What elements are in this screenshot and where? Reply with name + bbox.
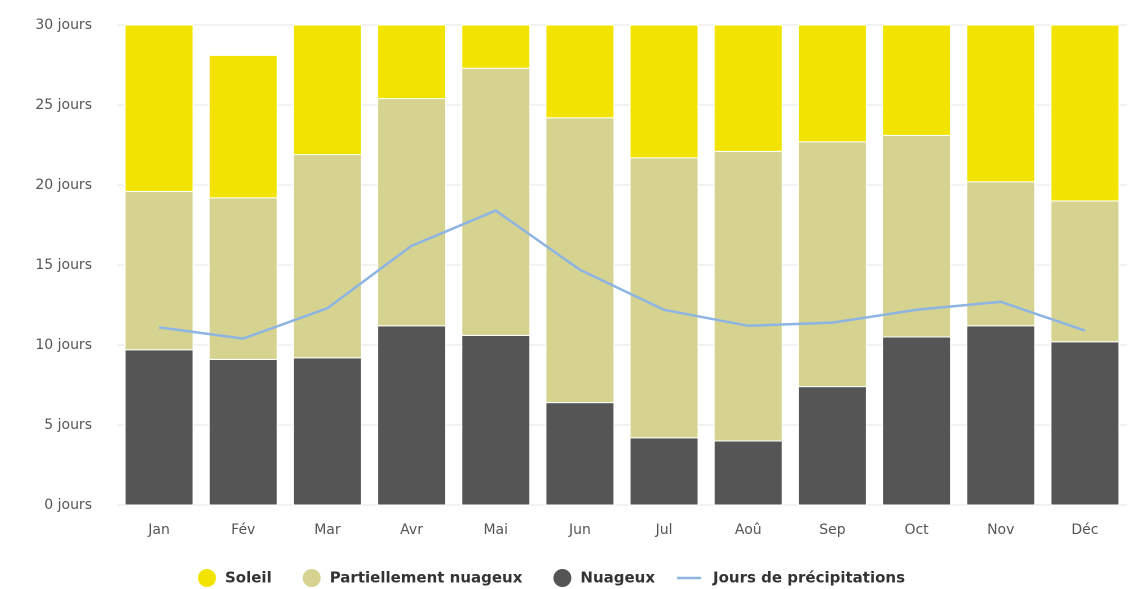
bar-segment	[124, 24, 194, 192]
bar-segment	[124, 349, 194, 506]
bar-segment	[545, 402, 615, 506]
x-tick-label: Mar	[314, 522, 341, 538]
bar-segment	[1050, 24, 1120, 202]
bar-segment	[292, 24, 362, 156]
x-tick-label: Jan	[147, 522, 170, 538]
x-tick-label: Jun	[568, 522, 591, 538]
bar-segment	[545, 117, 615, 404]
bar-segment	[882, 336, 952, 506]
bar-segment	[797, 386, 867, 506]
y-tick-label: 30 jours	[35, 17, 92, 33]
legend-label: Nuageux	[580, 569, 655, 587]
y-tick-label: 0 jours	[44, 497, 92, 513]
y-tick-label: 25 jours	[35, 97, 92, 113]
bar-segment	[882, 24, 952, 136]
x-tick-label: Avr	[400, 522, 423, 538]
legend-label: Partiellement nuageux	[330, 569, 523, 587]
x-tick-label: Aoû	[735, 522, 762, 538]
x-tick-label: Fév	[231, 522, 255, 538]
bar-segment	[208, 197, 278, 360]
legend-marker	[302, 569, 321, 587]
bar-segment	[377, 325, 447, 506]
x-tick-label: Déc	[1071, 522, 1098, 538]
x-tick-label: Sep	[819, 522, 846, 538]
y-tick-label: 10 jours	[35, 337, 92, 353]
bar-segment	[713, 150, 783, 442]
bar-segment	[629, 24, 699, 159]
bar-segment	[1050, 341, 1120, 506]
x-tick-label: Nov	[987, 522, 1014, 538]
x-tick-label: Oct	[904, 522, 929, 538]
bar-segment	[461, 67, 531, 336]
bar-segment	[713, 440, 783, 506]
bar-segment	[124, 190, 194, 351]
y-tick-label: 5 jours	[44, 417, 92, 433]
bar-segment	[713, 24, 783, 152]
line	[158, 209, 1086, 340]
bar-segment	[1050, 200, 1120, 343]
legend-marker	[553, 569, 572, 587]
bar-segment	[966, 24, 1036, 183]
legend-label: Jours de précipitations	[712, 569, 905, 587]
bar-segment	[377, 24, 447, 100]
legend-marker	[198, 569, 216, 587]
bar-segment	[292, 154, 362, 359]
bar-segment	[208, 54, 278, 199]
bar-segment	[882, 134, 952, 338]
y-tick-label: 20 jours	[35, 177, 92, 193]
bar-segment	[797, 141, 867, 388]
bar-segment	[292, 357, 362, 506]
bar-segment	[208, 358, 278, 506]
bar-segment	[545, 24, 615, 119]
bar-segment	[377, 98, 447, 327]
legend-label: Soleil	[225, 569, 272, 587]
y-tick-label: 15 jours	[35, 257, 92, 273]
bar-segment	[629, 437, 699, 506]
bar-segment	[797, 24, 867, 143]
bar-segment	[461, 334, 531, 506]
bar-segment	[461, 24, 531, 69]
x-tick-label: Jul	[655, 522, 673, 538]
bar-segment	[966, 325, 1036, 506]
x-tick-label: Mai	[483, 522, 508, 538]
